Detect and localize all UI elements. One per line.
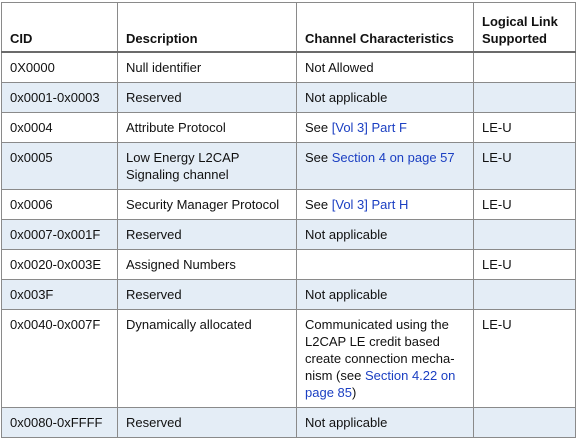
table-row: 0x0005 Low Energy L2CAP Signaling channe… — [1, 142, 576, 190]
logical-link-cell: LE-U — [473, 309, 576, 408]
description-cell: Low Energy L2CAP Signaling channel — [117, 142, 297, 190]
channel-cell: Communicated using the L2CAP LE credit b… — [296, 309, 474, 408]
header-description: Description — [117, 2, 297, 53]
cross-reference-link[interactable]: [Vol 3] Part H — [331, 197, 409, 212]
description-cell: Dynamically allocated — [117, 309, 297, 408]
cid-cell: 0x0080-0xFFFF — [1, 407, 118, 438]
description-cell: Null identifier — [117, 51, 297, 83]
table-row: 0x0006 Security Manager Protocol See [Vo… — [1, 189, 576, 220]
channel-cell — [296, 249, 474, 280]
cid-cell: 0x0007-0x001F — [1, 219, 118, 250]
header-logical-link: Logical Link Supported — [473, 2, 576, 53]
channel-cell: See [Vol 3] Part H — [296, 189, 474, 220]
channel-cell: See Section 4 on page 57 — [296, 142, 474, 190]
cross-reference-link[interactable]: Section 4 on page 57 — [331, 150, 455, 165]
cid-cell: 0x0020-0x003E — [1, 249, 118, 280]
cid-cell: 0x0005 — [1, 142, 118, 190]
description-cell: Reserved — [117, 279, 297, 310]
cid-cell: 0x0006 — [1, 189, 118, 220]
channel-cell: Not Allowed — [296, 51, 474, 83]
channel-text: See — [305, 120, 332, 135]
cid-cell: 0x003F — [1, 279, 118, 310]
description-cell: Security Manager Protocol — [117, 189, 297, 220]
table-row: 0x0001-0x0003 Reserved Not applicable — [1, 82, 576, 113]
description-cell: Reserved — [117, 82, 297, 113]
cid-cell: 0x0040-0x007F — [1, 309, 118, 408]
logical-link-cell: LE-U — [473, 249, 576, 280]
channel-text: Not Allowed — [305, 60, 374, 75]
channel-cell: See [Vol 3] Part F — [296, 112, 474, 143]
channel-text: Not applicable — [305, 90, 388, 105]
channel-text: Not applicable — [305, 227, 388, 242]
logical-link-cell — [473, 82, 576, 113]
header-cid: CID — [1, 2, 118, 53]
channel-cell: Not applicable — [296, 407, 474, 438]
channel-text: Communicated using the L2CAP LE credit b… — [305, 317, 455, 383]
logical-link-cell — [473, 279, 576, 310]
logical-link-cell — [473, 51, 576, 83]
channel-text: Not applicable — [305, 415, 388, 430]
cid-cell: 0x0001-0x0003 — [1, 82, 118, 113]
logical-link-cell: LE-U — [473, 142, 576, 190]
channel-cell: Not applicable — [296, 219, 474, 250]
logical-link-cell: LE-U — [473, 189, 576, 220]
channel-text: See — [305, 150, 332, 165]
table-row: 0x0020-0x003E Assigned Numbers LE-U — [1, 249, 576, 280]
header-row: CID Description Channel Characteristics … — [1, 2, 576, 53]
description-cell: Assigned Numbers — [117, 249, 297, 280]
cross-reference-link[interactable]: [Vol 3] Part F — [331, 120, 407, 135]
description-cell: Attribute Protocol — [117, 112, 297, 143]
description-cell: Reserved — [117, 407, 297, 438]
table-row: 0x0040-0x007F Dynamically allocated Comm… — [1, 309, 576, 408]
table-row: 0x0080-0xFFFF Reserved Not applicable — [1, 407, 576, 438]
table-row: 0x0007-0x001F Reserved Not applicable — [1, 219, 576, 250]
logical-link-cell — [473, 219, 576, 250]
channel-cell: Not applicable — [296, 82, 474, 113]
channel-text: Not applicable — [305, 287, 388, 302]
table-row: 0x0004 Attribute Protocol See [Vol 3] Pa… — [1, 112, 576, 143]
logical-link-cell: LE-U — [473, 112, 576, 143]
channel-cell: Not applicable — [296, 279, 474, 310]
table-row: 0x003F Reserved Not applicable — [1, 279, 576, 310]
description-cell: Reserved — [117, 219, 297, 250]
channel-text: See — [305, 197, 332, 212]
channel-suffix: ) — [352, 385, 357, 400]
cid-cell: 0X0000 — [1, 51, 118, 83]
header-channel-characteristics: Channel Characteristics — [296, 2, 474, 53]
logical-link-cell — [473, 407, 576, 438]
cross-reference-link[interactable]: Section 4.22 on page 85 — [305, 368, 456, 400]
cid-cell: 0x0004 — [1, 112, 118, 143]
table-row: 0X0000 Null identifier Not Allowed — [1, 51, 576, 83]
